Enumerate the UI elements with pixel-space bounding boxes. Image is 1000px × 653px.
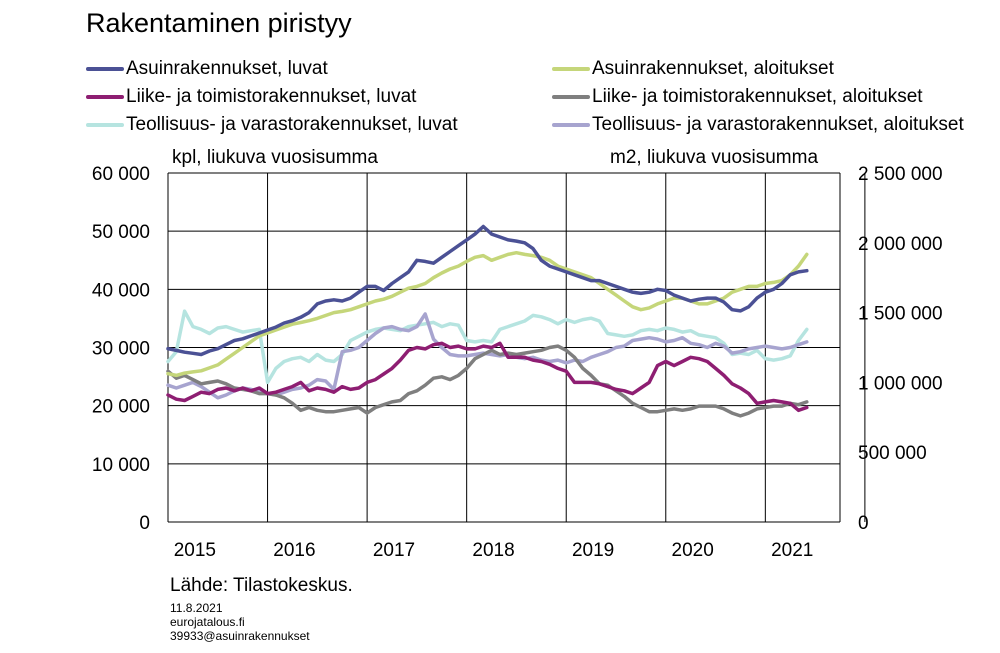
series-line (166, 344, 809, 418)
right-tick-label: 500 000 (858, 443, 927, 464)
x-tick-label: 2016 (273, 540, 315, 561)
left-axis-unit: kpl, liukuva vuosisumma (172, 147, 378, 168)
legend-item: Liike- ja toimistorakennukset, luvat (86, 86, 416, 108)
legend-item: Liike- ja toimistorakennukset, aloitukse… (552, 86, 923, 108)
legend-label: Liike- ja toimistorakennukset, aloitukse… (592, 86, 923, 107)
left-tick-label: 40 000 (92, 280, 150, 301)
x-tick-label: 2015 (174, 540, 216, 561)
right-tick-label: 0 (858, 513, 869, 534)
right-tick-label: 1 000 000 (858, 373, 943, 394)
x-tick-label: 2018 (472, 540, 514, 561)
series-line (166, 250, 809, 378)
legend-swatch (552, 67, 590, 71)
x-tick-label: 2021 (771, 540, 813, 561)
series-line (166, 309, 809, 385)
legend-label: Teollisuus- ja varastorakennukset, aloit… (592, 114, 964, 135)
legend-label: Liike- ja toimistorakennukset, luvat (126, 86, 417, 107)
legend-swatch (86, 123, 124, 127)
site-note: eurojatalous.fi (170, 615, 245, 629)
left-tick-label: 50 000 (92, 222, 150, 243)
legend-swatch (552, 123, 590, 127)
x-tick-label: 2019 (572, 540, 614, 561)
legend-item: Teollisuus- ja varastorakennukset, luvat (86, 114, 458, 136)
legend-swatch (552, 95, 590, 99)
legend-label: Asuinrakennukset, luvat (126, 58, 328, 79)
legend-item: Asuinrakennukset, luvat (86, 58, 328, 80)
series-line (166, 224, 809, 357)
left-tick-label: 20 000 (92, 397, 150, 418)
left-tick-label: 60 000 (92, 164, 150, 185)
legend-item: Asuinrakennukset, aloitukset (552, 58, 834, 80)
right-axis-unit: m2, liukuva vuosisumma (610, 147, 819, 168)
legend-label: Asuinrakennukset, aloitukset (592, 58, 834, 79)
series-line (166, 341, 809, 413)
code-note: 39933@asuinrakennukset (170, 629, 310, 643)
left-tick-label: 30 000 (92, 339, 150, 360)
left-tick-label: 10 000 (92, 455, 150, 476)
right-tick-label: 1 500 000 (858, 304, 943, 325)
right-tick-label: 2 500 000 (858, 164, 943, 185)
chart-title: Rakentaminen piristyy (86, 8, 352, 38)
left-tick-label: 0 (139, 513, 150, 534)
legend-label: Teollisuus- ja varastorakennukset, luvat (126, 114, 458, 135)
x-tick-label: 2020 (672, 540, 714, 561)
x-tick-label: 2017 (373, 540, 415, 561)
right-tick-label: 2 000 000 (858, 234, 943, 255)
legend-swatch (86, 67, 124, 71)
legend-swatch (86, 95, 124, 99)
source-note: Lähde: Tilastokeskus. (170, 575, 353, 596)
date-note: 11.8.2021 (170, 601, 223, 615)
legend-item: Teollisuus- ja varastorakennukset, aloit… (552, 114, 964, 136)
